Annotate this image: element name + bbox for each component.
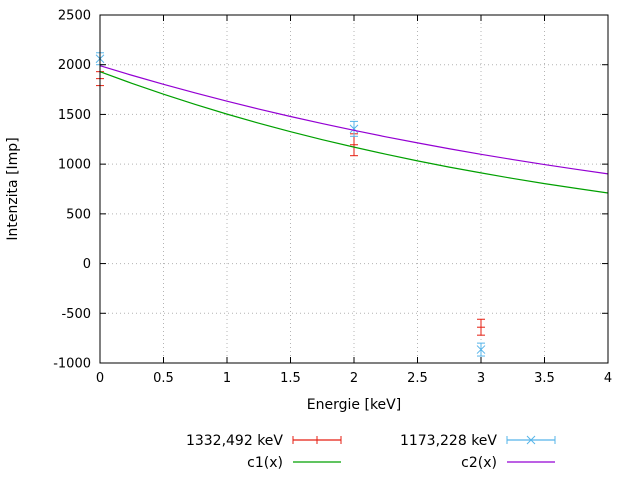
svg-text:0: 0 (96, 371, 104, 386)
x-axis-label: Energie [keV] (307, 397, 401, 413)
svg-text:-1000: -1000 (53, 357, 91, 372)
legend-label-series1: 1332,492 keV (186, 433, 283, 449)
svg-text:3: 3 (477, 371, 485, 386)
svg-text:1.5: 1.5 (280, 371, 301, 386)
svg-text:2.5: 2.5 (407, 371, 428, 386)
svg-text:-500: -500 (61, 307, 91, 322)
svg-text:0: 0 (83, 257, 91, 272)
svg-text:0.5: 0.5 (153, 371, 174, 386)
svg-text:2500: 2500 (58, 9, 91, 24)
axis-layer: 0 0.5 1 1.5 2 2.5 3 3.5 4 -1000 -500 0 500 1000 1500 20… (53, 9, 612, 387)
legend-sample-series1 (292, 436, 342, 444)
svg-text:4: 4 (604, 371, 612, 386)
svg-text:500: 500 (66, 207, 91, 222)
legend-label-series3: c1(x) (247, 455, 283, 471)
svg-text:2: 2 (350, 371, 358, 386)
legend-label-series2: 1173,228 keV (400, 433, 497, 449)
svg-text:2000: 2000 (58, 58, 91, 73)
legend: 1332,492 keV 1173,228 keV c1(x) c2(x) (186, 433, 556, 471)
grid-layer (99, 14, 609, 364)
svg-text:1: 1 (223, 371, 231, 386)
y-axis-label: Intenzita [Imp] (5, 137, 21, 240)
svg-text:1500: 1500 (58, 108, 91, 123)
data-layer (95, 52, 609, 357)
svg-text:3.5: 3.5 (534, 371, 555, 386)
legend-label-series4: c2(x) (461, 455, 497, 471)
svg-text:1000: 1000 (58, 158, 91, 173)
legend-sample-series2 (506, 435, 556, 445)
